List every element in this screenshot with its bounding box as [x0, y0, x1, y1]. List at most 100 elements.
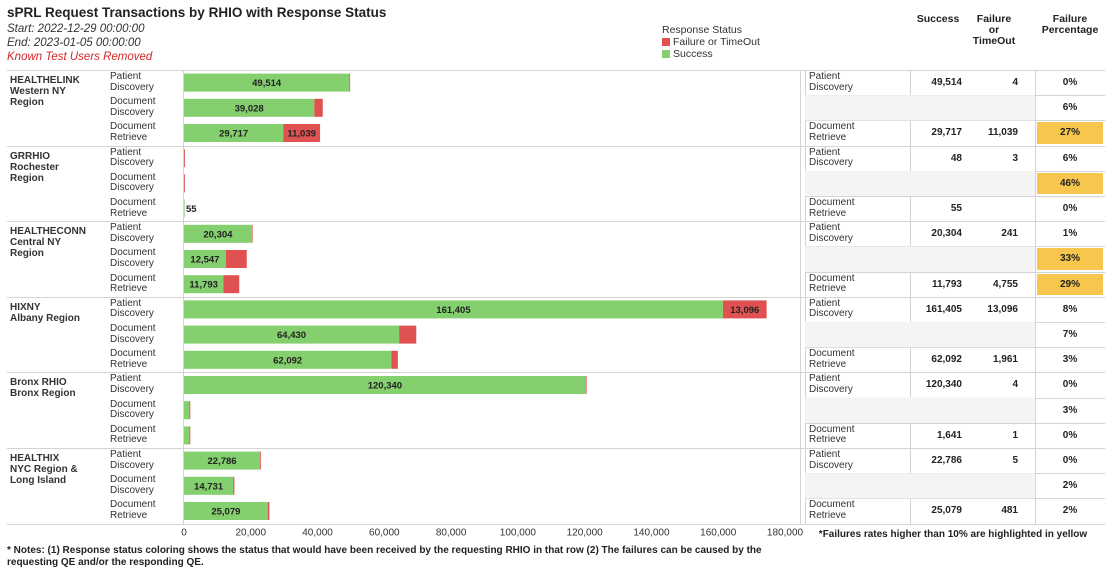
bar-label-success: 11,793 — [189, 280, 218, 291]
bar-failure — [267, 502, 270, 520]
x-tick-label: 120,000 — [567, 528, 604, 539]
failure-pct-value: 0% — [1062, 379, 1078, 391]
failure-pct-value: 6% — [1062, 102, 1078, 114]
failure-pct-cell — [1037, 248, 1103, 270]
success-value: 20,304 — [931, 228, 962, 240]
group-separator — [7, 296, 1105, 298]
success-value: 55 — [950, 203, 962, 214]
header-failure-percentage: Failure Percentage — [1041, 13, 1099, 36]
success-value: 62,092 — [931, 354, 962, 366]
legend: Response Status Failure or TimeOut Succe… — [662, 24, 760, 60]
failure-pct-value: 0% — [1062, 77, 1078, 88]
row-type-label-right: Patient Discovery — [809, 373, 853, 395]
failure-value: 1 — [1012, 429, 1018, 441]
bar-label-success: 120,340 — [368, 381, 402, 392]
failure-pct-value: 6% — [1062, 152, 1078, 164]
bar-failure — [314, 98, 323, 117]
failure-value: 241 — [1001, 228, 1018, 240]
success-value: 48 — [950, 152, 962, 164]
table-row-stripe — [805, 95, 1035, 121]
bar-failure — [189, 426, 191, 445]
failure-pct-value: 1% — [1062, 228, 1078, 240]
bar-success — [184, 451, 261, 470]
bar-label-success: 64,430 — [277, 330, 306, 341]
x-tick-label: 140,000 — [633, 528, 670, 539]
failure-pct-value: 3% — [1062, 404, 1078, 416]
row-type-label-right: Document Retrieve — [809, 272, 855, 295]
legend-item-success: Success — [662, 48, 760, 60]
bar-success — [184, 199, 185, 218]
bar-success — [184, 476, 234, 495]
failure-pct-value: 29% — [1059, 278, 1080, 290]
bar-failure — [225, 250, 247, 268]
bar-label-success: 49,514 — [252, 78, 282, 89]
legend-label-failure: Failure or TimeOut — [673, 36, 760, 48]
table-row-stripe — [805, 322, 1035, 348]
row-type-label: Document Retrieve — [110, 499, 156, 521]
x-tick-label: 0 — [181, 528, 187, 539]
failure-pct-value: 0% — [1062, 455, 1078, 466]
failure-pct-cell — [1037, 399, 1103, 421]
x-tick-label: 40,000 — [302, 528, 333, 539]
row-type-label: Patient Discovery — [110, 297, 154, 320]
header-failure: Failure or TimeOut — [972, 13, 1016, 47]
failure-value: 4,755 — [992, 278, 1018, 290]
start-date: Start: 2022-12-29 00:00:00 — [7, 23, 145, 35]
bar-label-success: 22,786 — [208, 456, 237, 467]
bar-success — [184, 401, 190, 420]
bar-failure — [233, 476, 235, 495]
failure-pct-cell — [1037, 72, 1103, 94]
region-label: Bronx RHIO Bronx Region — [10, 377, 76, 400]
group-separator — [7, 145, 1105, 147]
failure-pct-value: 46% — [1059, 177, 1080, 189]
group-separator — [7, 372, 1105, 374]
bar-failure — [722, 300, 767, 319]
failure-pct-cell — [1037, 424, 1103, 446]
region-label: GRRHIO Rochester Region — [10, 150, 59, 184]
bar-label-success: 25,079 — [211, 507, 240, 518]
x-tick-label: 20,000 — [235, 528, 266, 539]
bar-failure — [283, 124, 321, 142]
failure-pct-value: 8% — [1062, 303, 1078, 315]
bar-success — [184, 300, 723, 319]
legend-label-success: Success — [673, 48, 713, 60]
x-tick-label: 180,000 — [767, 528, 804, 539]
row-separator — [805, 422, 1105, 424]
chart-title: sPRL Request Transactions by RHIO with R… — [7, 5, 387, 20]
success-value: 22,786 — [931, 455, 962, 466]
bar-success — [184, 426, 190, 445]
bar-failure — [251, 224, 253, 243]
failure-pct-cell — [1037, 374, 1103, 396]
region-label: HIXNY Albany Region — [10, 301, 81, 324]
failure-pct-cell — [1037, 198, 1103, 220]
failure-pct-cell — [1037, 147, 1103, 169]
bar-success — [184, 124, 284, 142]
group-separator — [7, 448, 1105, 449]
failure-pct-cell — [1037, 223, 1103, 245]
bar-success — [184, 98, 315, 117]
bar-label-success: 39,028 — [235, 103, 264, 114]
failure-pct-cell — [1037, 324, 1103, 346]
failure-pct-value: 2% — [1062, 480, 1078, 492]
bar-success — [184, 250, 226, 268]
bar-failure — [399, 325, 417, 344]
row-type-label: Document Retrieve — [110, 348, 156, 370]
table-row-stripe — [805, 473, 1035, 499]
row-type-label: Document Discovery — [110, 474, 156, 496]
row-type-label-right: Document Retrieve — [809, 121, 855, 143]
row-type-label-right: Patient Discovery — [809, 297, 853, 320]
success-value: 25,079 — [931, 505, 962, 517]
failure-value: 3 — [1012, 152, 1018, 164]
end-date: End: 2023-01-05 00:00:00 — [7, 37, 141, 49]
row-type-label-right: Document Retrieve — [809, 348, 855, 370]
region-label: HEALTHIX NYC Region & Long Island — [10, 453, 78, 486]
row-separator — [805, 347, 1105, 349]
row-type-label: Patient Discovery — [110, 71, 154, 93]
row-type-label: Patient Discovery — [110, 449, 154, 471]
failure-pct-cell — [1037, 97, 1103, 119]
row-type-label-right: Patient Discovery — [809, 222, 853, 244]
frame-top — [7, 70, 1105, 71]
x-tick-label: 160,000 — [700, 528, 737, 539]
bar-label-success: 20,304 — [203, 229, 233, 240]
